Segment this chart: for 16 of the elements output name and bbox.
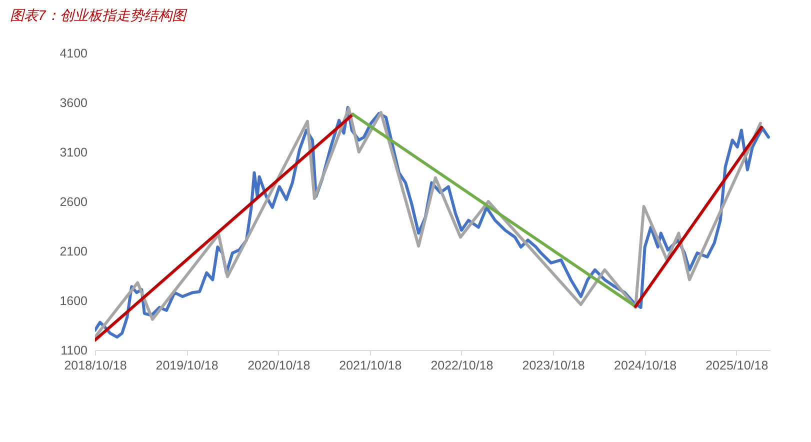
x-tick-label: 2025/10/18 [706, 358, 768, 372]
y-tick-label: 1100 [60, 344, 88, 358]
y-tick-label: 2100 [60, 244, 88, 258]
x-tick-label: 2024/10/18 [614, 358, 677, 372]
y-tick-label: 1600 [60, 294, 88, 308]
x-tick-label: 2020/10/18 [248, 358, 310, 372]
y-tick-label: 2600 [60, 195, 88, 209]
y-tick-label: 4100 [60, 46, 88, 60]
x-tick-label: 2019/10/18 [156, 358, 218, 372]
chart-title: 图表7：创业板指走势结构图 [10, 7, 188, 23]
x-tick-label: 2018/10/18 [64, 358, 127, 372]
x-tick-label: 2021/10/18 [339, 358, 402, 372]
x-tick-label: 2022/10/18 [430, 358, 494, 372]
y-tick-label: 3100 [60, 146, 88, 160]
x-tick-label: 2023/10/18 [522, 358, 585, 372]
y-tick-label: 3600 [60, 96, 88, 110]
